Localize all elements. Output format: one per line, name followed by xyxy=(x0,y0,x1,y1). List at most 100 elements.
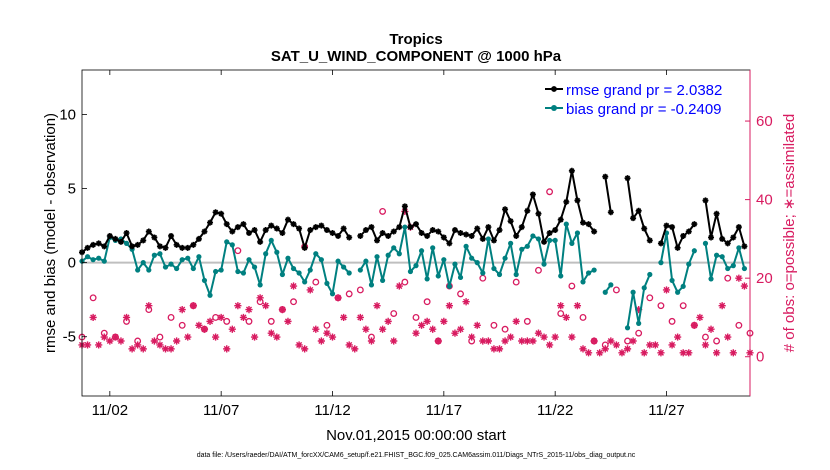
bias-point xyxy=(496,271,503,278)
obs-assimilated-point xyxy=(340,313,348,322)
rmse-point xyxy=(218,210,225,217)
rmse-point xyxy=(407,224,414,231)
rmse-point xyxy=(173,241,180,248)
rmse-point xyxy=(546,230,553,236)
rmse-point xyxy=(529,191,536,198)
x-tick-label: 11/27 xyxy=(648,402,684,419)
obs-assimilated-point xyxy=(501,337,509,345)
rmse-point xyxy=(101,243,108,250)
x-tick-label: 11/17 xyxy=(426,402,462,419)
rmse-point xyxy=(329,230,336,236)
obs-assimilated-point xyxy=(373,302,381,310)
bias-point xyxy=(552,237,558,244)
bias-point xyxy=(84,254,91,260)
rmse-point xyxy=(585,221,592,228)
obs-assimilated-point xyxy=(156,341,164,349)
obs-possible-point xyxy=(713,337,721,345)
obs-assimilated-point xyxy=(128,345,136,353)
bias-point xyxy=(647,271,653,278)
obs-assimilated-point xyxy=(417,321,426,329)
obs-assimilated-point xyxy=(735,274,743,282)
obs-assimilated-point xyxy=(195,321,203,329)
obs-assimilated-point xyxy=(111,333,119,341)
rmse-point xyxy=(390,228,397,235)
obs-assimilated-point xyxy=(223,345,231,353)
bias-point xyxy=(190,265,196,272)
rmse-point xyxy=(90,241,97,248)
obs-assimilated-point xyxy=(301,345,309,353)
legend-bias-label: bias grand pr = -0.2409 xyxy=(566,101,722,118)
bias-point xyxy=(608,282,614,288)
rmse-point xyxy=(362,227,369,234)
x-tick-label: 11/12 xyxy=(314,402,350,419)
obs-assimilated-point xyxy=(579,345,587,353)
rmse-point xyxy=(702,197,709,204)
obs-assimilated-point xyxy=(679,349,687,357)
bias-point xyxy=(524,243,530,249)
obs-possible-point xyxy=(167,313,175,321)
bias-point xyxy=(196,254,202,260)
rmse-point xyxy=(657,240,664,247)
obs-assimilated-point xyxy=(546,341,554,349)
bias-point xyxy=(641,285,647,291)
obs-assimilated-point xyxy=(490,345,498,353)
obs-assimilated-point xyxy=(696,313,704,322)
obs-possible-point xyxy=(345,290,353,298)
bias-point xyxy=(530,233,536,239)
bias-point xyxy=(368,282,375,288)
obs-possible-point xyxy=(379,207,387,215)
rmse-point xyxy=(568,167,575,174)
obs-possible-point xyxy=(523,317,531,325)
obs-assimilated-point xyxy=(139,345,147,353)
rmse-point xyxy=(301,244,308,251)
bias-point xyxy=(218,267,224,273)
bias-point xyxy=(307,267,313,273)
obs-assimilated-point xyxy=(557,302,565,310)
bias-point xyxy=(457,274,464,281)
bias-point xyxy=(246,257,252,263)
rmse-point xyxy=(84,244,91,251)
obs-assimilated-point xyxy=(184,333,192,341)
obs-possible-point xyxy=(501,325,509,333)
bias-point xyxy=(491,265,497,272)
bias-point xyxy=(346,270,352,276)
bias-point xyxy=(547,237,553,244)
y-left-tick-label: 0 xyxy=(68,255,76,272)
obs-possible-point xyxy=(579,313,587,321)
obs-possible-point xyxy=(490,321,498,329)
bias-point xyxy=(313,251,319,257)
obs-possible-point xyxy=(356,286,364,294)
obs-assimilated-point xyxy=(161,345,170,353)
obs-assimilated-point xyxy=(629,337,637,345)
bias-point xyxy=(736,245,742,251)
bias-point xyxy=(374,254,380,260)
rmse-point xyxy=(535,210,542,217)
obs-assimilated-point xyxy=(134,341,142,349)
bias-point xyxy=(224,239,230,245)
bias-point xyxy=(341,264,347,270)
obs-assimilated-point xyxy=(384,317,392,325)
obs-assimilated-point xyxy=(434,337,442,345)
bias-point xyxy=(363,258,369,264)
bias-point xyxy=(146,267,152,273)
obs-assimilated-point xyxy=(401,207,409,215)
obs-assimilated-point xyxy=(590,337,598,345)
bias-point xyxy=(702,240,709,246)
obs-assimilated-point xyxy=(640,349,648,357)
obs-assimilated-point xyxy=(607,337,615,345)
rmse-point xyxy=(123,230,130,236)
obs-assimilated-point xyxy=(234,302,242,310)
obs-assimilated-point xyxy=(89,313,97,322)
obs-assimilated-point xyxy=(390,337,398,345)
bias-point xyxy=(463,243,469,249)
bias-point xyxy=(719,254,725,260)
obs-assimilated-point xyxy=(618,349,626,357)
obs-assimilated-point xyxy=(456,325,465,333)
x-tick-label: 11/02 xyxy=(92,402,128,419)
bias-point xyxy=(474,260,480,266)
rmse-point xyxy=(296,225,303,232)
rmse-point xyxy=(396,224,403,231)
rmse-point xyxy=(635,207,642,214)
obs-assimilated-point xyxy=(412,329,420,337)
obs-assimilated-point xyxy=(724,333,732,341)
